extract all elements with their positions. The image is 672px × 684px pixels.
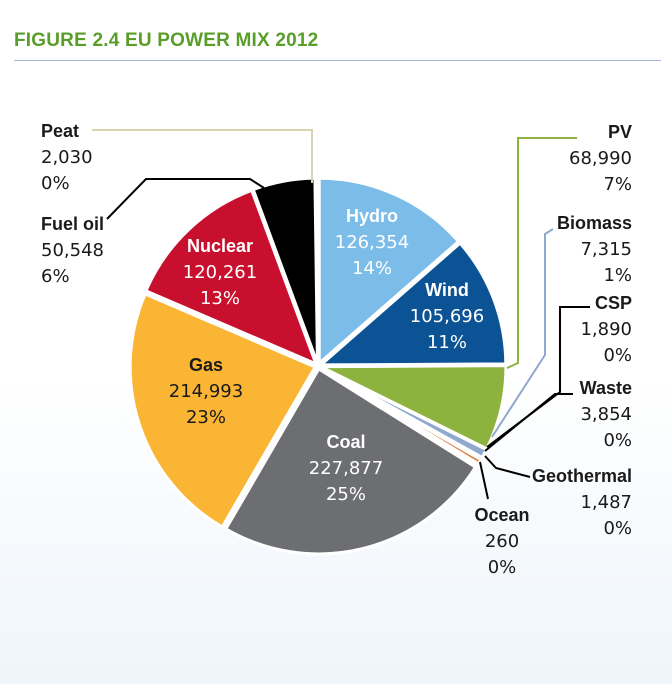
slice-label-gas-percent: 23%	[186, 407, 226, 428]
leader-line-fuel-oil	[106, 178, 265, 220]
slice-label-peat-value: 2,030	[41, 147, 93, 168]
slice-label-wind-percent: 11%	[427, 332, 467, 353]
slice-label-coal-name: Coal	[326, 432, 365, 452]
slice-label-geothermal-name: Geothermal	[532, 466, 632, 486]
slice-label-gas-name: Gas	[189, 355, 223, 375]
leader-line-pv	[506, 137, 577, 369]
slice-label-nuclear-value: 120,261	[183, 262, 257, 283]
pie-labels: Hydro 126,354 14% Wind 105,696 11% PV 68,990 7% B…	[41, 121, 632, 578]
slice-label-coal-percent: 25%	[326, 484, 366, 505]
pie-slice-ocean	[319, 366, 480, 468]
slice-label-csp-percent: 0%	[603, 345, 632, 366]
title-rule	[14, 60, 661, 61]
slice-label-pv-name: PV	[608, 122, 632, 142]
slice-label-geothermal-value: 1,487	[580, 492, 632, 513]
slice-label-csp-value: 1,890	[580, 319, 632, 340]
slice-label-hydro-value: 126,354	[335, 232, 409, 253]
pie-slice-gas	[128, 292, 317, 529]
leader-line-biomass	[491, 228, 554, 438]
slice-label-waste-percent: 0%	[603, 430, 632, 451]
slice-label-ocean-percent: 0%	[488, 557, 517, 578]
slice-label-hydro-name: Hydro	[346, 206, 398, 226]
slice-label-waste-name: Waste	[580, 378, 632, 398]
pie-slice-wind	[319, 241, 508, 367]
leader-line-ocean	[479, 461, 489, 500]
slice-label-peat-percent: 0%	[41, 173, 70, 194]
slice-label-gas-value: 214,993	[169, 381, 243, 402]
slice-label-ocean-value: 260	[485, 531, 519, 552]
slice-label-fuel-oil-value: 50,548	[41, 240, 104, 261]
leader-line-waste	[484, 393, 573, 452]
slice-label-pv-percent: 7%	[603, 174, 632, 195]
slice-label-wind-value: 105,696	[410, 306, 484, 327]
slice-label-fuel-oil-name: Fuel oil	[41, 214, 104, 234]
slice-label-biomass-value: 7,315	[580, 239, 632, 260]
leader-line-peat	[92, 129, 313, 183]
slice-label-waste-value: 3,854	[580, 404, 632, 425]
pie-slice-nuclear	[144, 188, 318, 366]
leader-line-geothermal	[484, 455, 531, 478]
pie-slice-coal	[224, 367, 478, 556]
slice-label-fuel-oil-percent: 6%	[41, 266, 70, 287]
slice-label-geothermal-percent: 0%	[603, 518, 632, 539]
slice-label-nuclear-name: Nuclear	[187, 236, 253, 256]
slice-label-nuclear-percent: 13%	[200, 288, 240, 309]
pie-slices	[128, 176, 508, 556]
slice-label-csp-name: CSP	[595, 293, 632, 313]
slice-label-coal-value: 227,877	[309, 458, 383, 479]
slice-label-ocean-name: Ocean	[474, 505, 529, 525]
figure-title: FIGURE 2.4 EU POWER MIX 2012	[14, 30, 319, 51]
slice-label-biomass-name: Biomass	[557, 213, 632, 233]
pie-slice-hydro	[317, 176, 460, 365]
slice-label-wind-name: Wind	[425, 280, 469, 300]
slice-label-biomass-percent: 1%	[603, 265, 632, 286]
pie-slice-peat	[313, 176, 320, 365]
slice-label-hydro-percent: 14%	[352, 258, 392, 279]
slice-label-peat-name: Peat	[41, 121, 79, 141]
slice-label-pv-value: 68,990	[569, 148, 632, 169]
